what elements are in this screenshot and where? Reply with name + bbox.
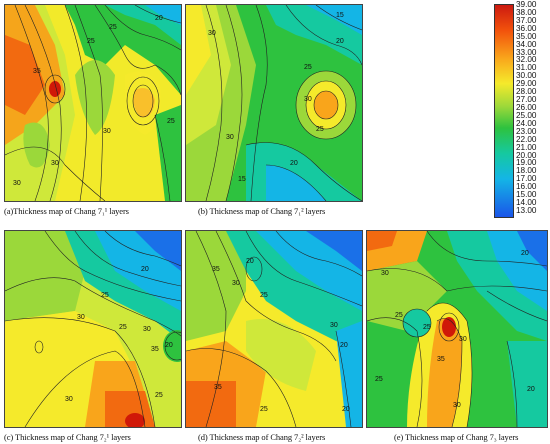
legend-value-label: 31.00 (516, 63, 537, 73)
legend-value-label: 29.00 (516, 79, 537, 89)
contour-label: 30 (143, 326, 151, 333)
contour-label: 20 (521, 250, 529, 257)
contour-label: 20 (527, 386, 535, 393)
panel-c-map: 20 25 30 25 30 35 20 30 25 (4, 230, 182, 428)
contour-label: 25 (119, 324, 127, 331)
legend-value-label: 23.00 (516, 126, 537, 136)
thickness-color-legend: 39.00 38.00 37.00 36.00 35.00 34.00 33.00 32.00… (494, 0, 545, 218)
contour-label: 20 (290, 160, 298, 167)
legend-labels: 39.00 38.00 37.00 36.00 35.00 34.00 33.00 32.00… (516, 0, 546, 222)
contour-label: 30 (208, 30, 216, 37)
contour-label: 35 (33, 68, 41, 75)
legend-value-label: 34.00 (516, 39, 537, 49)
legend-value-label: 25.00 (516, 110, 537, 120)
panel-b-map: 15 20 30 25 30 30 20 25 15 (185, 4, 363, 202)
legend-value-label: 22.00 (516, 134, 537, 144)
contour-label: 25 (316, 126, 324, 133)
legend-color-bar (494, 4, 514, 218)
legend-value-label: 28.00 (516, 87, 537, 97)
legend-value-label: 37.00 (516, 15, 537, 25)
legend-value-label: 38.00 (516, 7, 537, 17)
contour-label: 30 (65, 396, 73, 403)
contour-label: 25 (423, 324, 431, 331)
contour-label: 15 (238, 176, 246, 183)
panel-c-caption: (c) Thickness map of Chang 7₂¹ layers (4, 432, 131, 442)
contour-label: 30 (103, 128, 111, 135)
contour-label: 30 (51, 160, 59, 167)
legend-value-label: 24.00 (516, 118, 537, 128)
contour-label: 20 (336, 38, 344, 45)
contour-label: 15 (336, 12, 344, 19)
contour-label: 20 (165, 342, 173, 349)
panel-a-map: 35 25 25 20 30 25 30 30 (4, 4, 182, 202)
legend-value-label: 20.00 (516, 150, 537, 160)
legend-value-label: 21.00 (516, 142, 537, 152)
legend-value-label: 15.00 (516, 190, 537, 200)
contour-label: 25 (375, 376, 383, 383)
contour-label: 30 (381, 270, 389, 277)
contour-label: 20 (155, 15, 163, 22)
legend-value-label: 17.00 (516, 174, 537, 184)
contour-label: 30 (304, 96, 312, 103)
contour-label: 30 (330, 322, 338, 329)
legend-value-label: 39.00 (516, 0, 537, 9)
contour-label: 20 (342, 406, 350, 413)
legend-value-label: 19.00 (516, 158, 537, 168)
legend-value-label: 32.00 (516, 55, 537, 65)
contour-label: 35 (151, 346, 159, 353)
contour-label: 35 (212, 266, 220, 273)
contour-label: 25 (167, 118, 175, 125)
legend-value-label: 36.00 (516, 23, 537, 33)
contour-label: 25 (304, 64, 312, 71)
contour-label: 25 (260, 292, 268, 299)
panel-e-caption: (e) Thickness map of Chang 7₃ layers (394, 432, 519, 442)
contour-label: 20 (141, 266, 149, 273)
panel-d-caption: (d) Thickness map of Chang 7₂² layers (198, 432, 326, 442)
contour-label: 30 (453, 402, 461, 409)
contour-label: 25 (155, 392, 163, 399)
contour-label: 25 (101, 292, 109, 299)
legend-value-label: 26.00 (516, 103, 537, 112)
legend-value-label: 35.00 (516, 31, 537, 41)
panel-e-map: 30 20 25 30 25 35 30 20 25 (366, 230, 548, 428)
legend-value-label: 13.00 (516, 206, 537, 215)
contour-label: 25 (260, 406, 268, 413)
legend-value-label: 18.00 (516, 166, 537, 176)
legend-value-label: 30.00 (516, 71, 537, 81)
contour-label: 30 (13, 180, 21, 187)
contour-label: 30 (232, 280, 240, 287)
panel-b-caption: (b) Thickness map of Chang 7₁² layers (198, 206, 326, 216)
contour-label: 25 (109, 24, 117, 31)
contour-label: 25 (87, 38, 95, 45)
contour-label: 20 (340, 342, 348, 349)
contour-label: 30 (459, 336, 467, 343)
legend-value-label: 16.00 (516, 182, 537, 192)
panel-a-caption: (a)Thickness map of Chang 7₁¹ layers (4, 206, 129, 216)
legend-value-label: 27.00 (516, 95, 537, 105)
contour-label: 35 (214, 384, 222, 391)
legend-value-label: 14.00 (516, 198, 537, 208)
contour-label: 30 (226, 134, 234, 141)
legend-value-label: 33.00 (516, 47, 537, 57)
contour-label: 30 (77, 314, 85, 321)
contour-label: 25 (395, 312, 403, 319)
contour-label: 35 (437, 356, 445, 363)
panel-d-map: 35 30 20 25 30 20 35 25 20 (185, 230, 363, 428)
contour-label: 20 (246, 258, 254, 265)
